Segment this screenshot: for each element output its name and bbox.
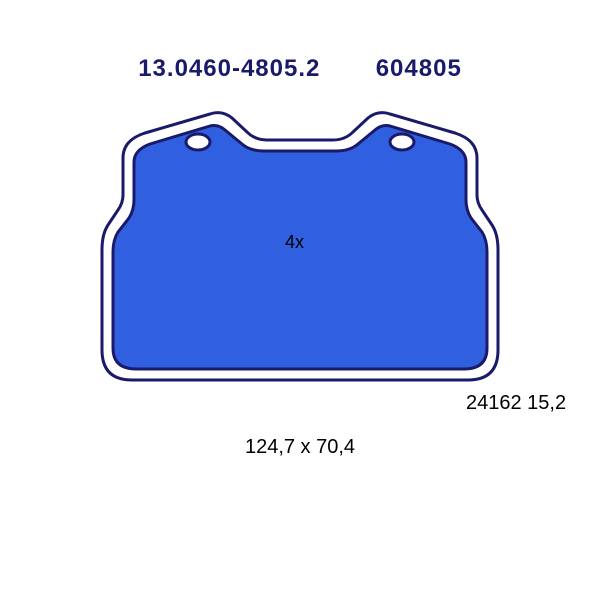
- wva-thickness-label: 24162 15,2: [466, 392, 566, 415]
- diagram-stage: 13.0460-4805.2 604805 Ate® 4x 124,7 x 70…: [0, 0, 600, 600]
- part-number: 13.0460-4805.2: [138, 55, 320, 83]
- quantity-label: 4x: [285, 232, 304, 253]
- short-code: 604805: [376, 55, 462, 83]
- header: 13.0460-4805.2 604805: [0, 55, 600, 83]
- mounting-hole-left: [186, 134, 210, 150]
- dimensions-label: 124,7 x 70,4: [0, 436, 600, 459]
- mounting-hole-right: [390, 134, 414, 150]
